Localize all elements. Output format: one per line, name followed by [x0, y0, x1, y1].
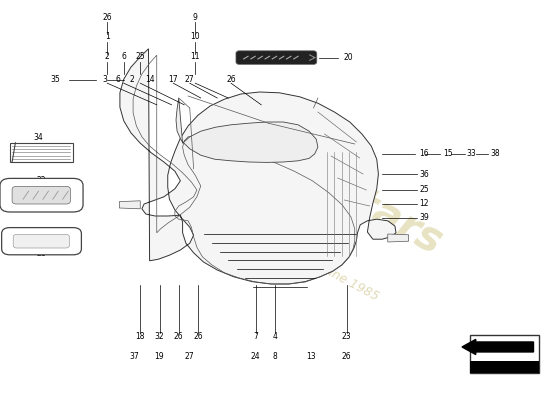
- Text: 33: 33: [466, 150, 476, 158]
- Text: 18: 18: [135, 332, 145, 341]
- Text: 2: 2: [130, 76, 134, 84]
- Polygon shape: [120, 49, 396, 284]
- Text: 26: 26: [342, 352, 351, 361]
- FancyBboxPatch shape: [10, 143, 73, 162]
- Text: 9: 9: [193, 14, 197, 22]
- Text: 26: 26: [102, 14, 112, 22]
- Text: 38: 38: [491, 150, 501, 158]
- Text: 26: 26: [174, 332, 184, 341]
- Text: 3: 3: [102, 76, 107, 84]
- Text: 22: 22: [36, 176, 46, 185]
- Text: 17: 17: [168, 76, 178, 84]
- Text: 35: 35: [50, 76, 60, 84]
- Text: 7: 7: [254, 332, 258, 341]
- Text: 13: 13: [306, 352, 316, 361]
- Text: 15: 15: [443, 150, 452, 158]
- FancyBboxPatch shape: [470, 335, 539, 373]
- Text: 11: 11: [190, 52, 200, 61]
- Text: 24: 24: [251, 352, 261, 361]
- Text: 27: 27: [185, 76, 195, 84]
- Text: 36: 36: [419, 170, 429, 178]
- Text: 12: 12: [419, 200, 428, 208]
- Text: 1: 1: [105, 32, 109, 41]
- Text: 2: 2: [105, 52, 109, 61]
- Text: 19: 19: [155, 352, 164, 361]
- FancyBboxPatch shape: [12, 186, 70, 204]
- FancyBboxPatch shape: [0, 178, 83, 212]
- Text: 6: 6: [122, 52, 126, 61]
- Text: 34: 34: [34, 134, 43, 142]
- Text: 26: 26: [193, 332, 203, 341]
- Polygon shape: [119, 201, 140, 209]
- Text: 4: 4: [273, 332, 277, 341]
- FancyBboxPatch shape: [236, 51, 317, 64]
- Text: 16: 16: [419, 150, 429, 158]
- Text: 21: 21: [36, 250, 46, 258]
- Polygon shape: [176, 98, 318, 162]
- Text: 32: 32: [155, 332, 164, 341]
- Text: 25: 25: [419, 186, 429, 194]
- Text: 27: 27: [185, 352, 195, 361]
- Text: 25: 25: [135, 52, 145, 61]
- Text: eurostars: eurostars: [232, 121, 450, 263]
- Text: 20: 20: [344, 53, 353, 62]
- Text: 6: 6: [116, 76, 120, 84]
- Text: 37: 37: [130, 352, 140, 361]
- Text: a passion for online 1985: a passion for online 1985: [235, 217, 381, 303]
- Text: 010 01: 010 01: [489, 362, 520, 371]
- Text: 39: 39: [419, 214, 429, 222]
- Polygon shape: [388, 234, 409, 242]
- Text: 26: 26: [226, 76, 236, 84]
- FancyArrow shape: [462, 339, 534, 354]
- Text: 10: 10: [190, 32, 200, 41]
- Bar: [470, 361, 539, 373]
- Text: 8: 8: [273, 352, 277, 361]
- FancyBboxPatch shape: [2, 228, 81, 255]
- Text: 23: 23: [342, 332, 351, 341]
- FancyBboxPatch shape: [13, 234, 69, 248]
- Text: 14: 14: [145, 76, 155, 84]
